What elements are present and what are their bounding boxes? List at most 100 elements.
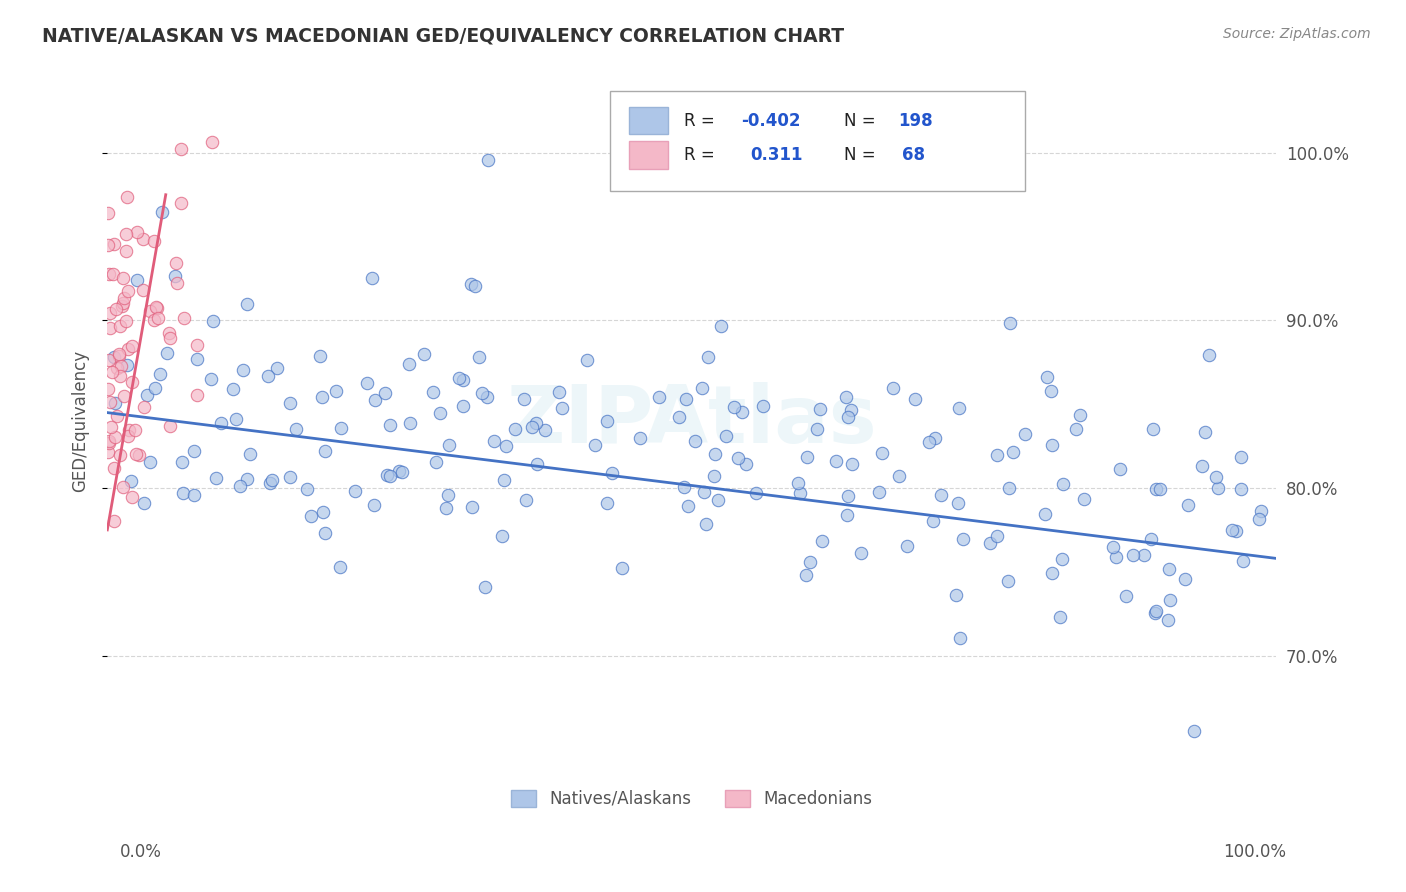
Point — [186, 351, 208, 366]
Point — [839, 403, 862, 417]
Point — [477, 153, 499, 167]
Point — [114, 314, 136, 328]
Point — [259, 475, 281, 490]
Point — [114, 227, 136, 241]
Point — [105, 301, 128, 316]
Point — [1249, 511, 1271, 525]
Point — [398, 357, 420, 371]
Point — [96, 206, 118, 220]
Point — [143, 381, 166, 395]
Point — [997, 482, 1019, 496]
Point — [112, 271, 135, 285]
Point — [474, 580, 496, 594]
Point — [437, 438, 460, 452]
Point — [363, 498, 385, 512]
Point — [648, 390, 671, 404]
Point — [374, 386, 396, 401]
Point — [716, 429, 738, 443]
FancyBboxPatch shape — [628, 141, 668, 169]
Point — [325, 384, 347, 398]
Point — [745, 485, 768, 500]
Point — [1102, 541, 1125, 555]
Point — [96, 445, 118, 459]
Point — [146, 301, 169, 315]
Point — [471, 385, 494, 400]
Point — [868, 484, 890, 499]
Point — [1144, 482, 1167, 496]
Point — [1108, 462, 1130, 476]
Point — [97, 435, 120, 450]
Legend: Natives/Alaskans, Macedonians: Natives/Alaskans, Macedonians — [505, 783, 879, 814]
Point — [730, 405, 752, 419]
Point — [1052, 476, 1074, 491]
Point — [1133, 548, 1156, 562]
Point — [166, 276, 188, 290]
Point — [515, 492, 537, 507]
Point — [139, 304, 162, 318]
Point — [108, 350, 131, 364]
Point — [110, 448, 132, 462]
Point — [1194, 425, 1216, 439]
Point — [1122, 548, 1144, 562]
Point — [703, 469, 725, 483]
Point — [548, 384, 571, 399]
Point — [114, 389, 136, 403]
Point — [924, 431, 946, 445]
Point — [673, 480, 696, 494]
Point — [952, 532, 974, 546]
Point — [945, 588, 967, 602]
Text: N =: N = — [844, 146, 880, 164]
Point — [115, 358, 138, 372]
Point — [522, 420, 544, 434]
Point — [997, 574, 1019, 589]
Point — [344, 484, 367, 499]
Point — [98, 434, 121, 448]
Point — [159, 418, 181, 433]
Point — [121, 376, 143, 390]
Point — [727, 450, 749, 465]
Point — [186, 337, 208, 351]
Point — [1040, 566, 1063, 580]
Point — [165, 269, 187, 284]
Point — [1250, 504, 1272, 518]
Point — [229, 479, 252, 493]
Point — [1014, 426, 1036, 441]
Point — [550, 401, 572, 416]
Point — [314, 443, 336, 458]
Point — [118, 424, 141, 438]
Point — [841, 458, 863, 472]
Point — [132, 496, 155, 510]
Point — [142, 312, 165, 326]
Point — [378, 468, 401, 483]
Point — [159, 331, 181, 345]
Point — [837, 489, 859, 503]
Point — [595, 414, 617, 428]
Point — [103, 514, 125, 528]
Point — [1191, 458, 1213, 473]
Point — [398, 416, 420, 430]
Point — [311, 390, 333, 404]
Point — [1177, 498, 1199, 512]
Point — [1073, 491, 1095, 506]
Point — [97, 353, 120, 368]
Point — [186, 388, 208, 402]
Point — [998, 316, 1021, 330]
Point — [526, 457, 548, 471]
Point — [100, 420, 122, 434]
Point — [1205, 470, 1227, 484]
Point — [668, 409, 690, 424]
Point — [460, 277, 482, 291]
Point — [329, 559, 352, 574]
Point — [278, 396, 301, 410]
Point — [799, 555, 821, 569]
Point — [361, 271, 384, 285]
Point — [117, 190, 139, 204]
Point — [145, 300, 167, 314]
Point — [1143, 606, 1166, 620]
Point — [329, 421, 352, 435]
Point — [806, 422, 828, 436]
Point — [1002, 445, 1025, 459]
Text: 68: 68 — [903, 146, 925, 164]
Point — [464, 278, 486, 293]
Point — [98, 321, 121, 335]
